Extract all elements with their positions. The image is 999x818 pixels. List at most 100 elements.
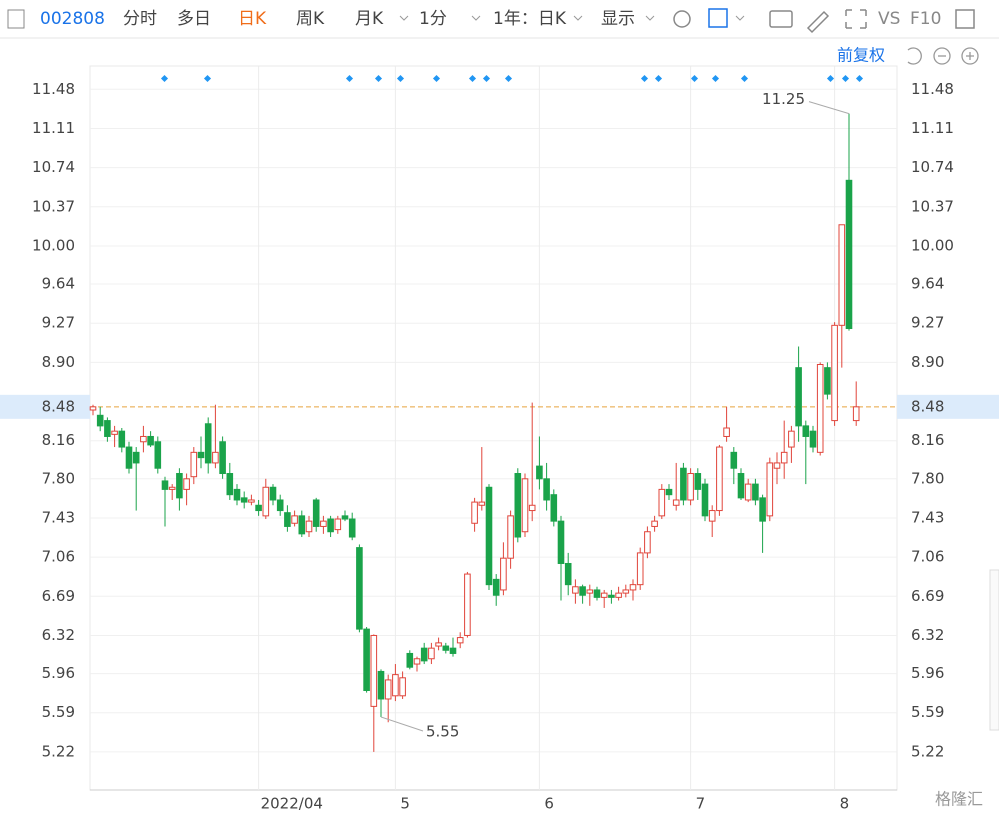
y-tick-label: 8.90 [42,353,75,371]
y2-tick-label: 11.48 [911,80,954,98]
candle-body [320,520,327,527]
y2-tick-label: 9.27 [911,314,944,332]
dropdown-arrow [645,15,655,21]
candle-body [240,497,248,503]
min-leader [380,716,424,732]
y2-tick-label: 5.22 [911,742,944,760]
candle-body [341,515,349,520]
candle-body [456,637,464,644]
candle-body [665,488,673,496]
candle-body [226,473,234,496]
last-price-label: 8.48 [42,397,75,415]
candle-body [327,518,334,533]
stock-code[interactable]: 002808 [40,9,105,29]
camera-icon[interactable] [769,10,793,28]
y2-tick-label: 7.43 [911,508,944,526]
candle-body [492,578,500,596]
candle-body [140,435,147,443]
candle-body [478,501,486,506]
layout-icon[interactable] [955,9,975,29]
y2-tick-label: 5.59 [911,703,944,721]
candle-body [514,473,522,538]
candle-body [773,462,781,469]
candle-body [528,504,536,512]
tab[interactable]: 1年：日K [493,9,567,29]
pen-icon[interactable] [806,10,830,34]
candle-body [752,483,759,501]
y2-tick-label: 6.69 [911,587,944,605]
candle-body [219,441,226,475]
candle-body [464,573,471,636]
candle-body [118,430,126,448]
tab[interactable]: 多日 [177,9,211,29]
candle-body [370,634,378,707]
x-tick-label: 5 [400,795,410,813]
candle-body [392,674,399,697]
candle-body [694,473,702,490]
candle-body [96,414,104,427]
candle-body [485,486,493,586]
draw-icon[interactable] [708,8,728,28]
watermark-box [905,786,995,814]
y2-tick-label: 5.96 [911,664,944,682]
candle-body [305,520,313,533]
y-tick-label: 7.80 [42,469,75,487]
candle-body [809,430,817,448]
candle-body [291,515,298,524]
x-tick-label: 2022/04 [261,795,323,813]
tab[interactable]: 分时 [123,9,157,29]
candle-body [521,478,529,533]
candle-body [680,467,687,501]
vs-button[interactable]: VS [878,9,900,29]
candle-body [788,430,795,448]
candle-body [672,499,680,506]
candle-body [622,589,630,594]
candle-body [111,430,118,435]
candle-body [766,462,774,517]
tab[interactable]: 日K [238,9,267,29]
candle-body [104,420,111,437]
y2-tick-label: 8.90 [911,353,944,371]
candle-body [802,425,810,437]
y2-tick-label: 9.64 [911,275,944,293]
tab[interactable]: 1分 [419,9,447,29]
y2-tick-label: 10.74 [911,158,954,176]
candle-body [284,512,291,527]
y-tick-label: 9.27 [42,314,75,332]
candle-body [586,589,594,594]
candle-body [701,483,709,517]
candle-body [708,510,716,522]
candle-body [658,488,666,517]
dropdown-arrow [735,15,745,21]
candle-body [716,446,723,512]
candle-body [89,406,97,411]
candle-body [687,473,694,501]
reset-icon[interactable] [907,47,922,65]
tabs: 分时 多日 日K 周K 月K 1分 1年：日K 显示 [123,9,745,29]
candle-body [564,562,572,586]
min-label: 5.55 [426,722,459,740]
zoom-out-icon[interactable] [933,47,951,65]
f10-button[interactable]: F10 [910,9,941,29]
x-tick-label: 7 [696,795,706,813]
tab[interactable]: 月K [355,9,384,29]
candle-body [147,435,154,446]
y-tick-label: 8.16 [42,431,75,449]
y2-tick-label: 6.32 [911,626,944,644]
panel-icon[interactable] [7,9,25,29]
y-tick-label: 7.06 [42,548,75,566]
tab[interactable]: 显示 [601,9,635,29]
y-tick-label: 9.64 [42,275,75,293]
adjust-button[interactable]: 前复权 [837,46,885,65]
y-tick-label: 11.11 [32,119,75,137]
zoom-in-icon[interactable] [961,47,979,65]
candle-body [377,670,385,700]
settings-icon[interactable] [673,10,691,28]
fullscreen-icon[interactable] [845,9,867,29]
candle-body [795,367,802,427]
candle-body [636,552,644,586]
candle-body [161,480,169,490]
candle-body [255,504,262,512]
tab[interactable]: 周K [296,9,325,29]
